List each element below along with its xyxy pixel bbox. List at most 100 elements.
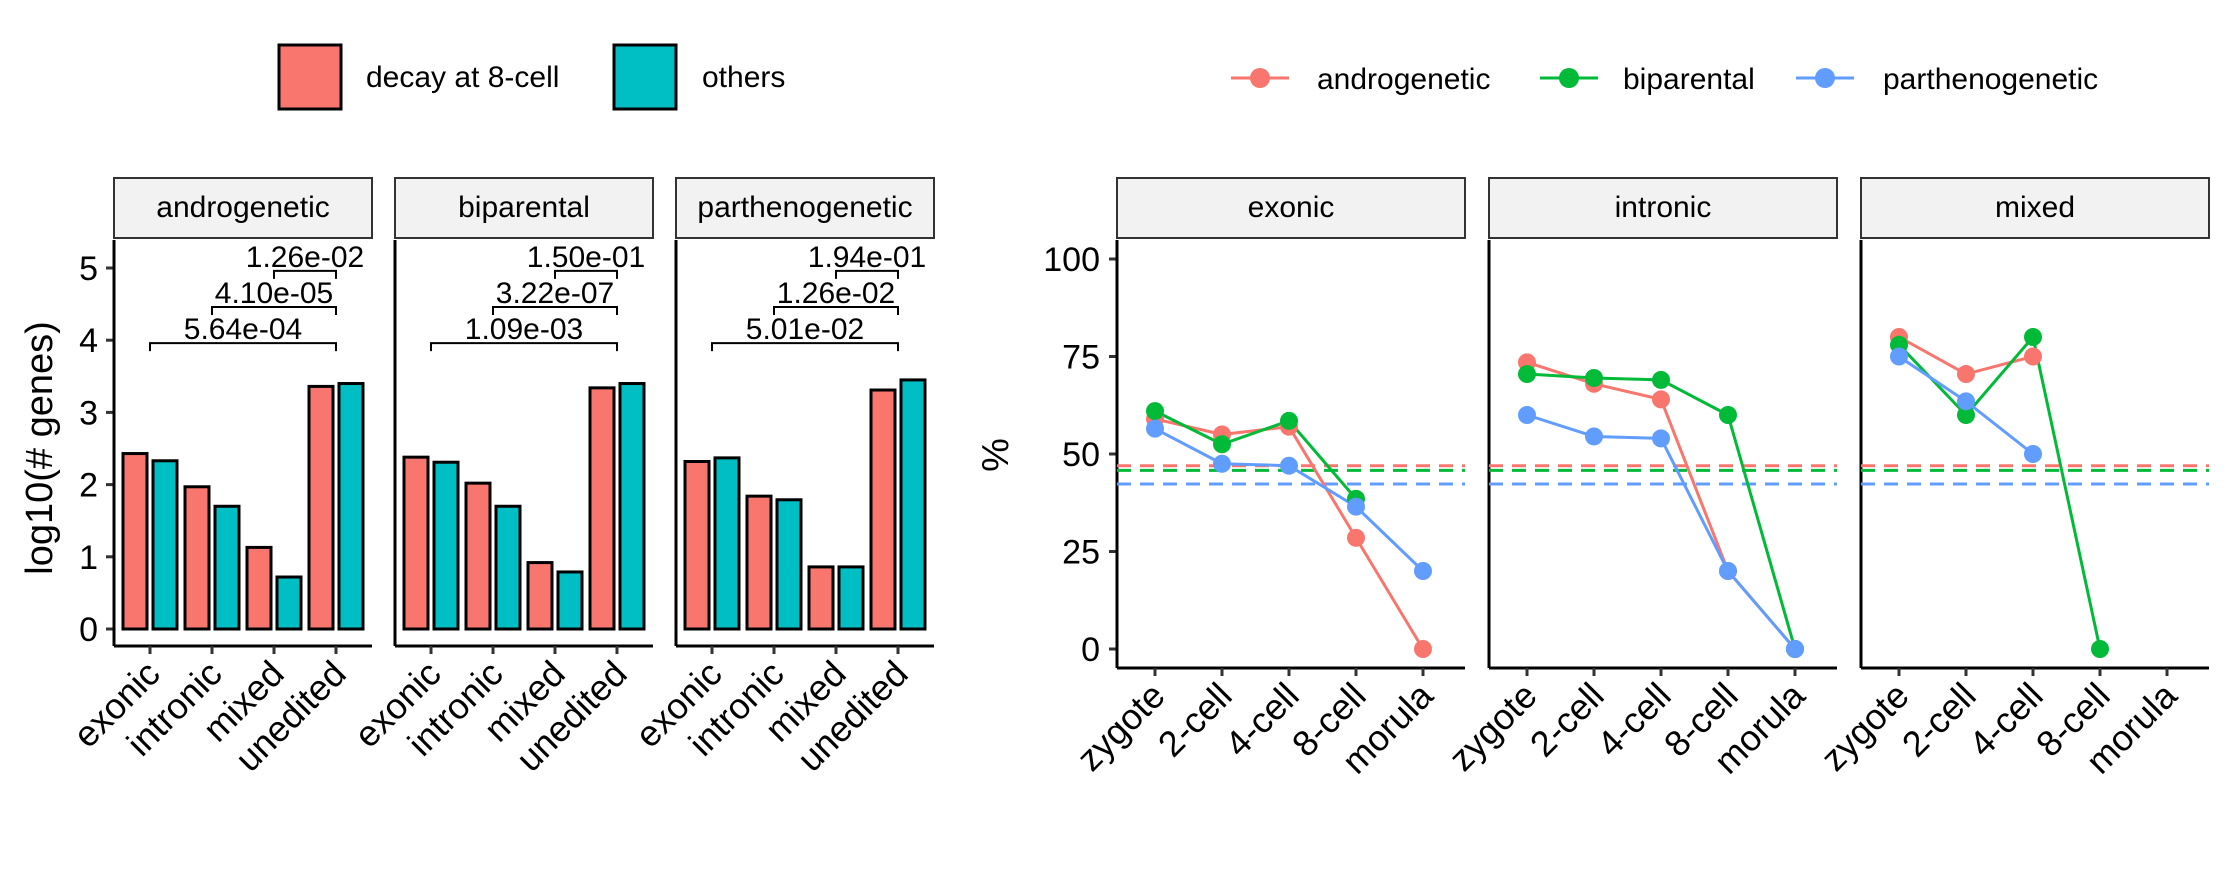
series-line-segment xyxy=(1593,382,1662,401)
data-point xyxy=(1957,365,1975,384)
line-x-tick-label: 2-cell xyxy=(1894,675,1984,765)
significance-label: 3.22e-07 xyxy=(496,277,614,310)
line-y-tick-label: 50 xyxy=(1062,436,1100,474)
significance-bracket xyxy=(554,269,618,279)
bar-panel-strip xyxy=(675,177,935,239)
series-line-segment xyxy=(1965,400,2034,456)
bar-y-ticks: 0 1 2 3 4 5 xyxy=(79,250,114,649)
data-point xyxy=(1414,562,1432,580)
line-panel-strip xyxy=(1116,177,1466,239)
bar xyxy=(183,485,211,631)
line-x-tick-label: 4-cell xyxy=(1961,675,2051,765)
line-y-tick-label: 75 xyxy=(1062,339,1100,377)
bar xyxy=(683,459,711,631)
legend-label-androgenetic: androgenetic xyxy=(1317,63,1490,96)
bar xyxy=(899,378,927,631)
data-point xyxy=(1585,427,1603,446)
bar xyxy=(807,565,835,631)
bar-panel-parthenogenetic: parthenogenetic exonicintronicmixedunedi… xyxy=(627,177,935,779)
legend-label-decay: decay at 8-cell xyxy=(366,61,559,94)
significance-bracket xyxy=(149,342,337,352)
legend-point-parthenogenetic xyxy=(1815,68,1835,88)
significance-bracket xyxy=(773,305,899,315)
bar-y-axis-label: log10(# genes) xyxy=(19,321,61,575)
data-point xyxy=(1652,370,1670,389)
data-point xyxy=(1347,528,1365,547)
bar-y-tick-label: 1 xyxy=(79,539,98,577)
data-point xyxy=(1652,390,1670,409)
series-line-segment xyxy=(1221,425,1290,436)
series-line-segment xyxy=(1660,378,1729,417)
bar-panel-title: biparental xyxy=(458,191,590,224)
data-point xyxy=(1585,368,1603,387)
legend-label-biparental: biparental xyxy=(1623,63,1755,96)
legend-label-others: others xyxy=(702,61,785,94)
series-line-segment xyxy=(1898,355,1967,403)
significance-bracket xyxy=(492,305,618,315)
series-line-segment xyxy=(1154,409,1223,446)
legend-key-others xyxy=(612,43,678,111)
bar xyxy=(618,382,646,631)
series-line-segment xyxy=(1659,398,1730,572)
line-y-tick-label: 100 xyxy=(1043,241,1100,279)
line-legend: androgenetic biparental parthenogenetic xyxy=(1231,63,2098,96)
series-line-segment xyxy=(1593,434,1662,440)
significance-bracket xyxy=(711,342,899,352)
legend-point-biparental xyxy=(1559,68,1579,88)
line-y-tick-label: 0 xyxy=(1081,631,1100,669)
series-line-segment xyxy=(1526,372,1595,380)
bar-panel-strip xyxy=(394,177,654,239)
data-point xyxy=(1280,411,1298,430)
data-point xyxy=(1146,402,1164,421)
data-point xyxy=(2024,347,2042,366)
data-point xyxy=(1280,456,1298,475)
significance-bracket xyxy=(273,269,337,279)
line-y-axis-label: % xyxy=(975,438,1017,472)
line-x-tick-label: 4-cell xyxy=(1217,675,1307,765)
line-panel-strip xyxy=(1860,177,2210,239)
line-x-tick-label: zygote xyxy=(1069,675,1173,779)
significance-label: 1.26e-02 xyxy=(777,277,895,310)
bar-y-tick-label: 4 xyxy=(79,322,98,360)
bar-panel-title: parthenogenetic xyxy=(697,191,912,224)
bar-y-tick-label: 0 xyxy=(79,611,98,649)
bar xyxy=(402,455,430,631)
series-line-segment xyxy=(1154,427,1223,466)
series-line-segment xyxy=(1287,425,1358,539)
data-point xyxy=(1146,419,1164,438)
data-point xyxy=(1957,406,1975,424)
significance-label: 1.26e-02 xyxy=(246,241,364,274)
line-y-tick-label: 25 xyxy=(1062,534,1100,572)
bar xyxy=(588,386,616,631)
data-point xyxy=(2024,328,2042,346)
data-point xyxy=(1213,454,1231,473)
significance-label: 1.50e-01 xyxy=(527,241,645,274)
significance-label: 1.94e-01 xyxy=(808,241,926,274)
line-x-tick-label: 2-cell xyxy=(1150,675,1240,765)
bar xyxy=(275,575,303,631)
series-line-segment xyxy=(1726,570,1797,650)
bar xyxy=(837,565,865,631)
bar xyxy=(526,561,554,631)
bar xyxy=(745,494,773,631)
data-point xyxy=(1719,406,1737,424)
bar xyxy=(775,498,803,631)
bar-panel-title: androgenetic xyxy=(156,191,329,224)
significance-label: 5.01e-02 xyxy=(746,313,864,346)
bar xyxy=(869,388,897,631)
bar-panel-strip xyxy=(113,177,373,239)
series-line-segment xyxy=(1221,419,1290,446)
series-line-segment xyxy=(1526,413,1595,438)
series-line-segment xyxy=(1965,355,2034,376)
line-y-ticks: 0 25 50 75 100 xyxy=(1043,241,1117,669)
bar-legend: decay at 8-cell others xyxy=(277,43,785,111)
bar xyxy=(713,456,741,631)
significance-label: 4.10e-05 xyxy=(215,277,333,310)
data-point xyxy=(1518,406,1536,424)
bar xyxy=(151,459,179,631)
line-panel-title: intronic xyxy=(1615,191,1712,224)
bar xyxy=(307,384,335,631)
data-point xyxy=(1719,562,1737,580)
bar xyxy=(245,545,273,631)
